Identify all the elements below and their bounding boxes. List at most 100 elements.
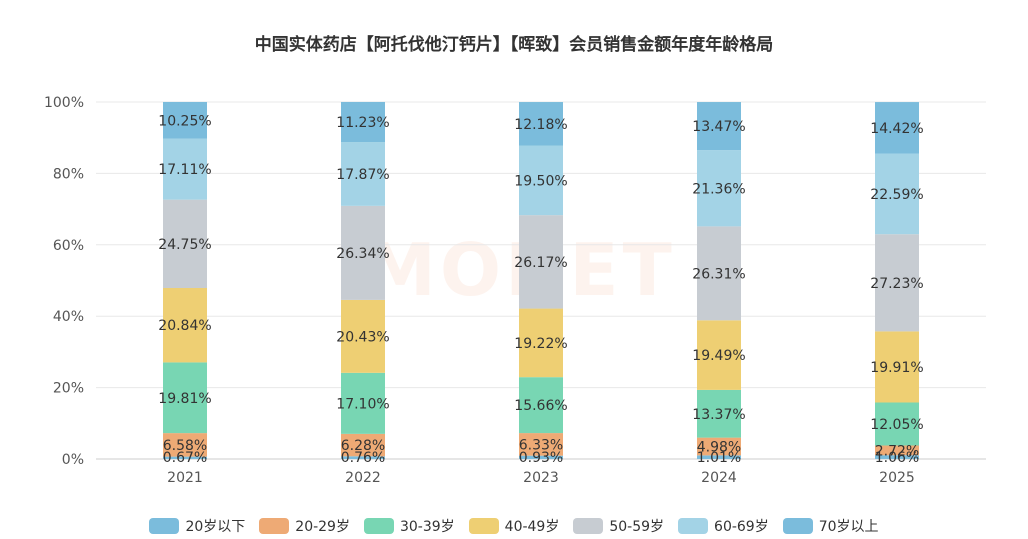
legend-item[interactable]: 50-59岁 <box>573 516 664 536</box>
data-label: 19.81% <box>158 391 211 407</box>
bar-segment <box>875 234 919 332</box>
data-label: 26.31% <box>692 266 745 282</box>
data-label: 0.67% <box>163 450 207 466</box>
chart-title: 中国实体药店【阿托伐他汀钙片】【晖致】会员销售金额年度年龄格局 <box>254 35 774 55</box>
data-label: 19.22% <box>514 336 567 352</box>
data-label: 19.91% <box>870 360 923 376</box>
legend-item[interactable]: 40-49岁 <box>468 516 560 536</box>
bar-segment <box>697 455 741 459</box>
legend-item[interactable]: 70岁以上 <box>782 516 879 536</box>
y-tick-label: 80% <box>53 166 84 182</box>
data-label: 17.10% <box>336 396 389 412</box>
data-label: 1.01% <box>697 450 741 466</box>
bar-segment <box>519 215 563 309</box>
x-tick-label: 2022 <box>345 470 381 486</box>
legend-item[interactable]: 30-39岁 <box>363 516 455 536</box>
bar-segment <box>341 142 385 206</box>
bar-segment <box>875 153 919 235</box>
legend-swatch <box>259 518 290 534</box>
data-label: 12.18% <box>514 117 567 133</box>
legend-swatch <box>573 518 604 534</box>
y-tick-label: 40% <box>53 309 84 325</box>
legend-label: 40-49岁 <box>504 519 560 535</box>
data-label: 19.50% <box>514 173 567 189</box>
bar-segment <box>341 456 385 459</box>
data-label: 17.87% <box>336 167 389 183</box>
legend-item[interactable]: 20-29岁 <box>259 516 350 536</box>
bar-segment <box>875 331 919 403</box>
data-label: 6.33% <box>519 437 563 453</box>
bar-segment <box>875 102 919 154</box>
bar-segment <box>697 437 741 456</box>
data-label: 24.75% <box>158 237 211 253</box>
data-label: 6.58% <box>163 438 207 454</box>
data-label: 17.11% <box>158 162 211 178</box>
bar-segment <box>163 138 207 200</box>
legend-swatch <box>678 518 709 534</box>
bar-segment <box>519 433 563 456</box>
bar-segment <box>697 150 741 227</box>
data-label: 27.23% <box>870 276 923 292</box>
x-tick-label: 2025 <box>879 470 915 486</box>
data-label: 0.93% <box>519 450 563 466</box>
legend-label: 60-69岁 <box>714 519 769 535</box>
bar-segment <box>341 433 385 457</box>
bar-segment <box>163 362 207 434</box>
legend-swatch <box>149 518 180 534</box>
data-label: 6.28% <box>341 438 385 454</box>
legend-label: 20岁以下 <box>185 519 246 535</box>
data-label: 20.84% <box>158 318 211 334</box>
bar-segment <box>163 199 207 288</box>
bar-segment <box>875 455 919 459</box>
bar-segment <box>875 445 919 456</box>
bar-segment <box>341 101 385 143</box>
bar-segment <box>341 205 385 300</box>
data-label: 4.98% <box>697 440 741 456</box>
bar-segment <box>697 102 741 151</box>
y-tick-label: 100% <box>44 95 84 111</box>
bar-segment <box>697 320 741 390</box>
y-tick-label: 60% <box>53 238 84 254</box>
legend-label: 70岁以上 <box>818 519 879 535</box>
legend: 20岁以下 20-29岁 30-39岁 40-49岁 50-59岁 60-69岁 70岁以上 <box>0 514 1028 538</box>
bar-segment <box>163 433 207 457</box>
y-tick-label: 20% <box>53 381 84 397</box>
legend-label: 20-29岁 <box>295 519 350 535</box>
x-tick-label: 2024 <box>701 470 737 486</box>
data-label: 26.34% <box>336 246 389 262</box>
bar-segment <box>163 287 207 363</box>
bar-segment <box>519 377 563 434</box>
data-label: 19.49% <box>692 348 745 364</box>
data-label: 15.66% <box>514 398 567 414</box>
bar-segment <box>341 299 385 373</box>
data-label: 13.47% <box>692 119 745 135</box>
data-label: 22.59% <box>870 187 923 203</box>
legend-label: 50-59岁 <box>609 519 665 535</box>
bar-segment <box>519 145 563 216</box>
x-tick-label: 2023 <box>523 470 559 486</box>
legend-label: 30-39岁 <box>399 519 455 535</box>
bar-segment <box>519 102 563 146</box>
data-label: 21.36% <box>692 181 745 197</box>
legend-swatch <box>782 518 813 534</box>
data-label: 2.72% <box>875 443 919 459</box>
data-label: 26.17% <box>514 255 567 271</box>
legend-item[interactable]: 20岁以下 <box>149 516 245 536</box>
data-label: 1.06% <box>875 450 919 466</box>
bar-segment <box>697 226 741 321</box>
data-label: 12.05% <box>870 417 923 433</box>
legend-swatch <box>468 518 499 534</box>
data-label: 11.23% <box>336 115 389 131</box>
bar-segment <box>519 455 563 459</box>
data-label: 14.42% <box>870 121 923 137</box>
bar-segment <box>163 456 207 459</box>
legend-item[interactable]: 60-69岁 <box>678 516 769 536</box>
data-label: 20.43% <box>336 329 389 345</box>
bar-segment <box>163 101 207 139</box>
bar-segment <box>341 372 385 434</box>
bar-segment <box>519 308 563 378</box>
x-tick-label: 2021 <box>167 470 203 486</box>
bar-segment <box>697 389 741 438</box>
data-label: 13.37% <box>692 407 745 423</box>
